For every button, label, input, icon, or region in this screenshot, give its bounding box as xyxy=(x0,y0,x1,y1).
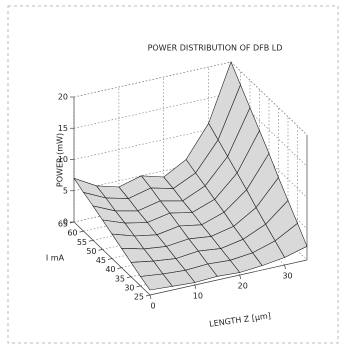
y-tick-label: 65 xyxy=(58,220,68,229)
z-axis-label: POWER (mW) xyxy=(56,133,65,187)
y-tick xyxy=(69,221,75,224)
z-tick-label: 20 xyxy=(58,93,68,102)
x-axis-line xyxy=(149,259,308,296)
grid-line xyxy=(73,124,308,198)
y-tick-label: 40 xyxy=(105,265,115,274)
chart-title: POWER DISTRIBUTION OF DFB LD xyxy=(148,44,283,53)
x-tick xyxy=(194,284,197,290)
z-tick-label: 0 xyxy=(63,218,68,227)
grid-line xyxy=(73,61,308,136)
y-tick xyxy=(126,276,132,279)
y-tick-label: 30 xyxy=(124,283,134,292)
frame xyxy=(7,5,339,344)
y-tick xyxy=(79,230,84,233)
y-axis-label: I mA xyxy=(46,254,65,263)
x-tick-label: 0 xyxy=(150,302,155,311)
y-tick xyxy=(145,294,151,297)
grid-line xyxy=(73,92,308,167)
y-tick-label: 55 xyxy=(77,238,87,247)
y-tick-label: 60 xyxy=(67,229,77,238)
x-tick-label: 30 xyxy=(282,272,292,281)
surface-patch xyxy=(139,273,173,291)
x-tick-label: 10 xyxy=(193,292,203,301)
z-tick-label: 5 xyxy=(63,186,68,195)
y-tick xyxy=(98,249,103,251)
y-tick-label: 45 xyxy=(96,256,106,265)
x-tick xyxy=(284,264,286,270)
y-tick-label: 35 xyxy=(115,274,125,283)
x-tick xyxy=(149,294,152,300)
x-tick-label: 20 xyxy=(238,282,248,291)
y-tick xyxy=(107,258,113,260)
y-tick-label: 25 xyxy=(134,293,144,302)
z-tick-label: 10 xyxy=(58,155,68,164)
y-tick xyxy=(136,285,141,288)
y-tick xyxy=(88,239,94,242)
z-tick-label: 15 xyxy=(58,124,68,133)
x-axis-label: LENGTH Z [μm] xyxy=(209,311,272,329)
y-tick-label: 50 xyxy=(86,247,96,256)
x-tick xyxy=(239,274,242,280)
y-tick xyxy=(117,267,122,269)
